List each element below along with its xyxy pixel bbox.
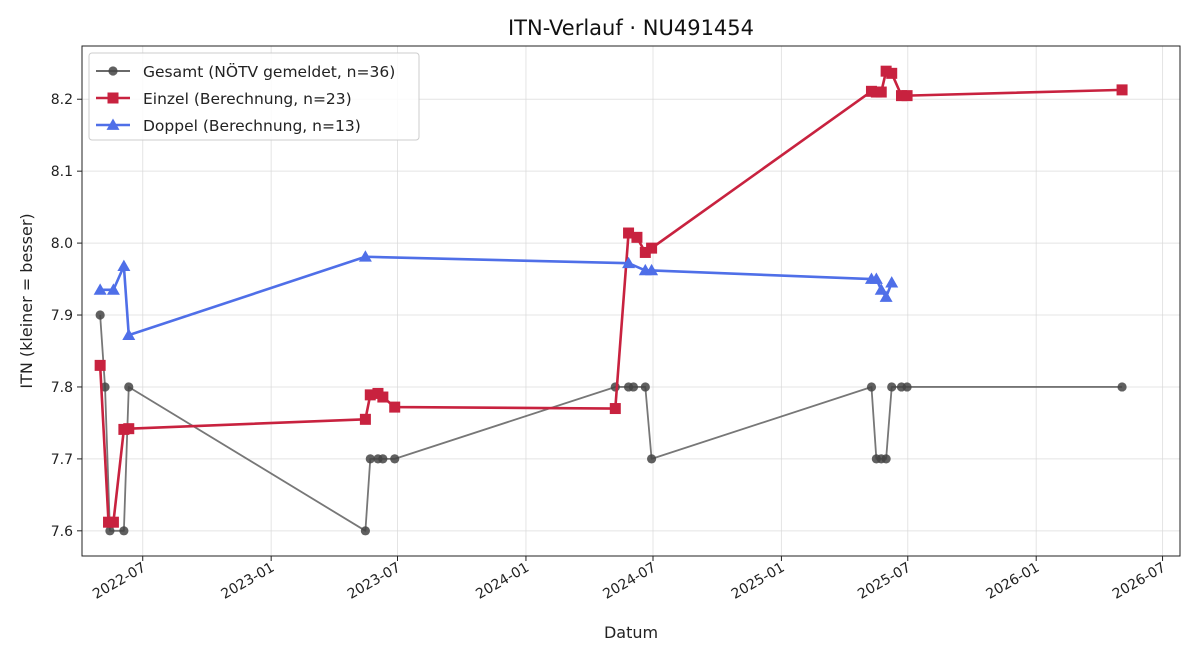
data-point — [631, 231, 643, 243]
plot-area-frame — [81, 45, 1181, 557]
data-point — [124, 382, 134, 392]
data-point — [902, 382, 912, 392]
legend-label: Einzel (Berechnung, n=23) — [143, 90, 352, 108]
data-point — [123, 423, 135, 435]
series-layer — [93, 65, 1128, 536]
data-point — [869, 272, 883, 284]
data-point — [377, 391, 389, 403]
data-point — [364, 389, 376, 401]
data-point — [1116, 84, 1128, 96]
legend-entry-3: Doppel (Berechnung, n=13) — [96, 117, 361, 135]
legend-label: Gesamt (NÖTV gemeldet, n=36) — [143, 62, 395, 81]
data-point — [628, 382, 639, 392]
data-point — [119, 526, 129, 536]
data-point — [623, 227, 635, 239]
data-point — [378, 454, 388, 464]
data-point — [107, 516, 119, 528]
y-tick-label: 8.1 — [51, 164, 73, 180]
data-point — [639, 246, 651, 258]
y-tick-label: 8.0 — [51, 236, 73, 252]
legend-entry-1: Gesamt (NÖTV gemeldet, n=36) — [96, 62, 395, 81]
data-point — [390, 454, 400, 464]
data-point — [886, 67, 898, 79]
data-point — [365, 454, 375, 464]
data-point — [95, 310, 105, 320]
data-point — [887, 382, 897, 392]
legend-entry-2: Einzel (Berechnung, n=23) — [96, 90, 352, 108]
data-point — [94, 359, 106, 371]
legend-marker — [107, 92, 119, 104]
data-point — [866, 382, 877, 392]
data-point — [117, 259, 131, 271]
data-point — [609, 403, 621, 415]
data-point — [895, 90, 907, 102]
legend-marker — [108, 66, 118, 76]
data-point — [645, 263, 659, 276]
y-tick-label: 8.2 — [51, 92, 73, 108]
data-point — [389, 401, 401, 413]
data-point — [646, 454, 657, 464]
data-point — [885, 276, 899, 288]
y-tick-label: 7.9 — [51, 308, 73, 324]
data-point — [93, 283, 107, 295]
data-point — [105, 526, 115, 536]
data-point — [360, 526, 370, 536]
data-point — [122, 328, 136, 341]
legend-label: Doppel (Berechnung, n=13) — [143, 117, 361, 135]
data-point — [875, 86, 887, 98]
data-point — [359, 413, 371, 425]
data-point — [901, 90, 913, 102]
data-point — [640, 382, 650, 392]
data-point — [874, 283, 888, 295]
data-point — [881, 454, 891, 464]
series-2 — [94, 65, 1128, 528]
x-axis-label: Datum — [604, 623, 658, 642]
legend: Gesamt (NÖTV gemeldet, n=36) Einzel (Bere… — [88, 52, 420, 141]
y-axis-label: ITN (kleiner = besser) — [17, 213, 36, 388]
data-point — [106, 283, 120, 295]
data-point — [646, 242, 658, 254]
legend-box — [88, 52, 420, 141]
chart-title: ITN-Verlauf · NU491454 — [508, 16, 754, 40]
data-point — [610, 382, 620, 392]
y-tick-label: 7.6 — [51, 524, 73, 540]
series-3 — [93, 250, 899, 341]
y-tick-label: 7.7 — [51, 452, 73, 468]
data-point — [100, 382, 110, 392]
series-1 — [95, 310, 1127, 536]
y-tick-label: 7.8 — [51, 380, 73, 396]
data-point — [879, 290, 893, 302]
data-point — [358, 250, 372, 262]
data-point — [1117, 382, 1127, 392]
legend-marker — [106, 118, 120, 130]
data-point — [880, 65, 892, 77]
data-point — [622, 256, 636, 269]
y-axis: 7.6 7.7 7.8 7.9 8.0 8.1 8.2 — [51, 92, 82, 540]
